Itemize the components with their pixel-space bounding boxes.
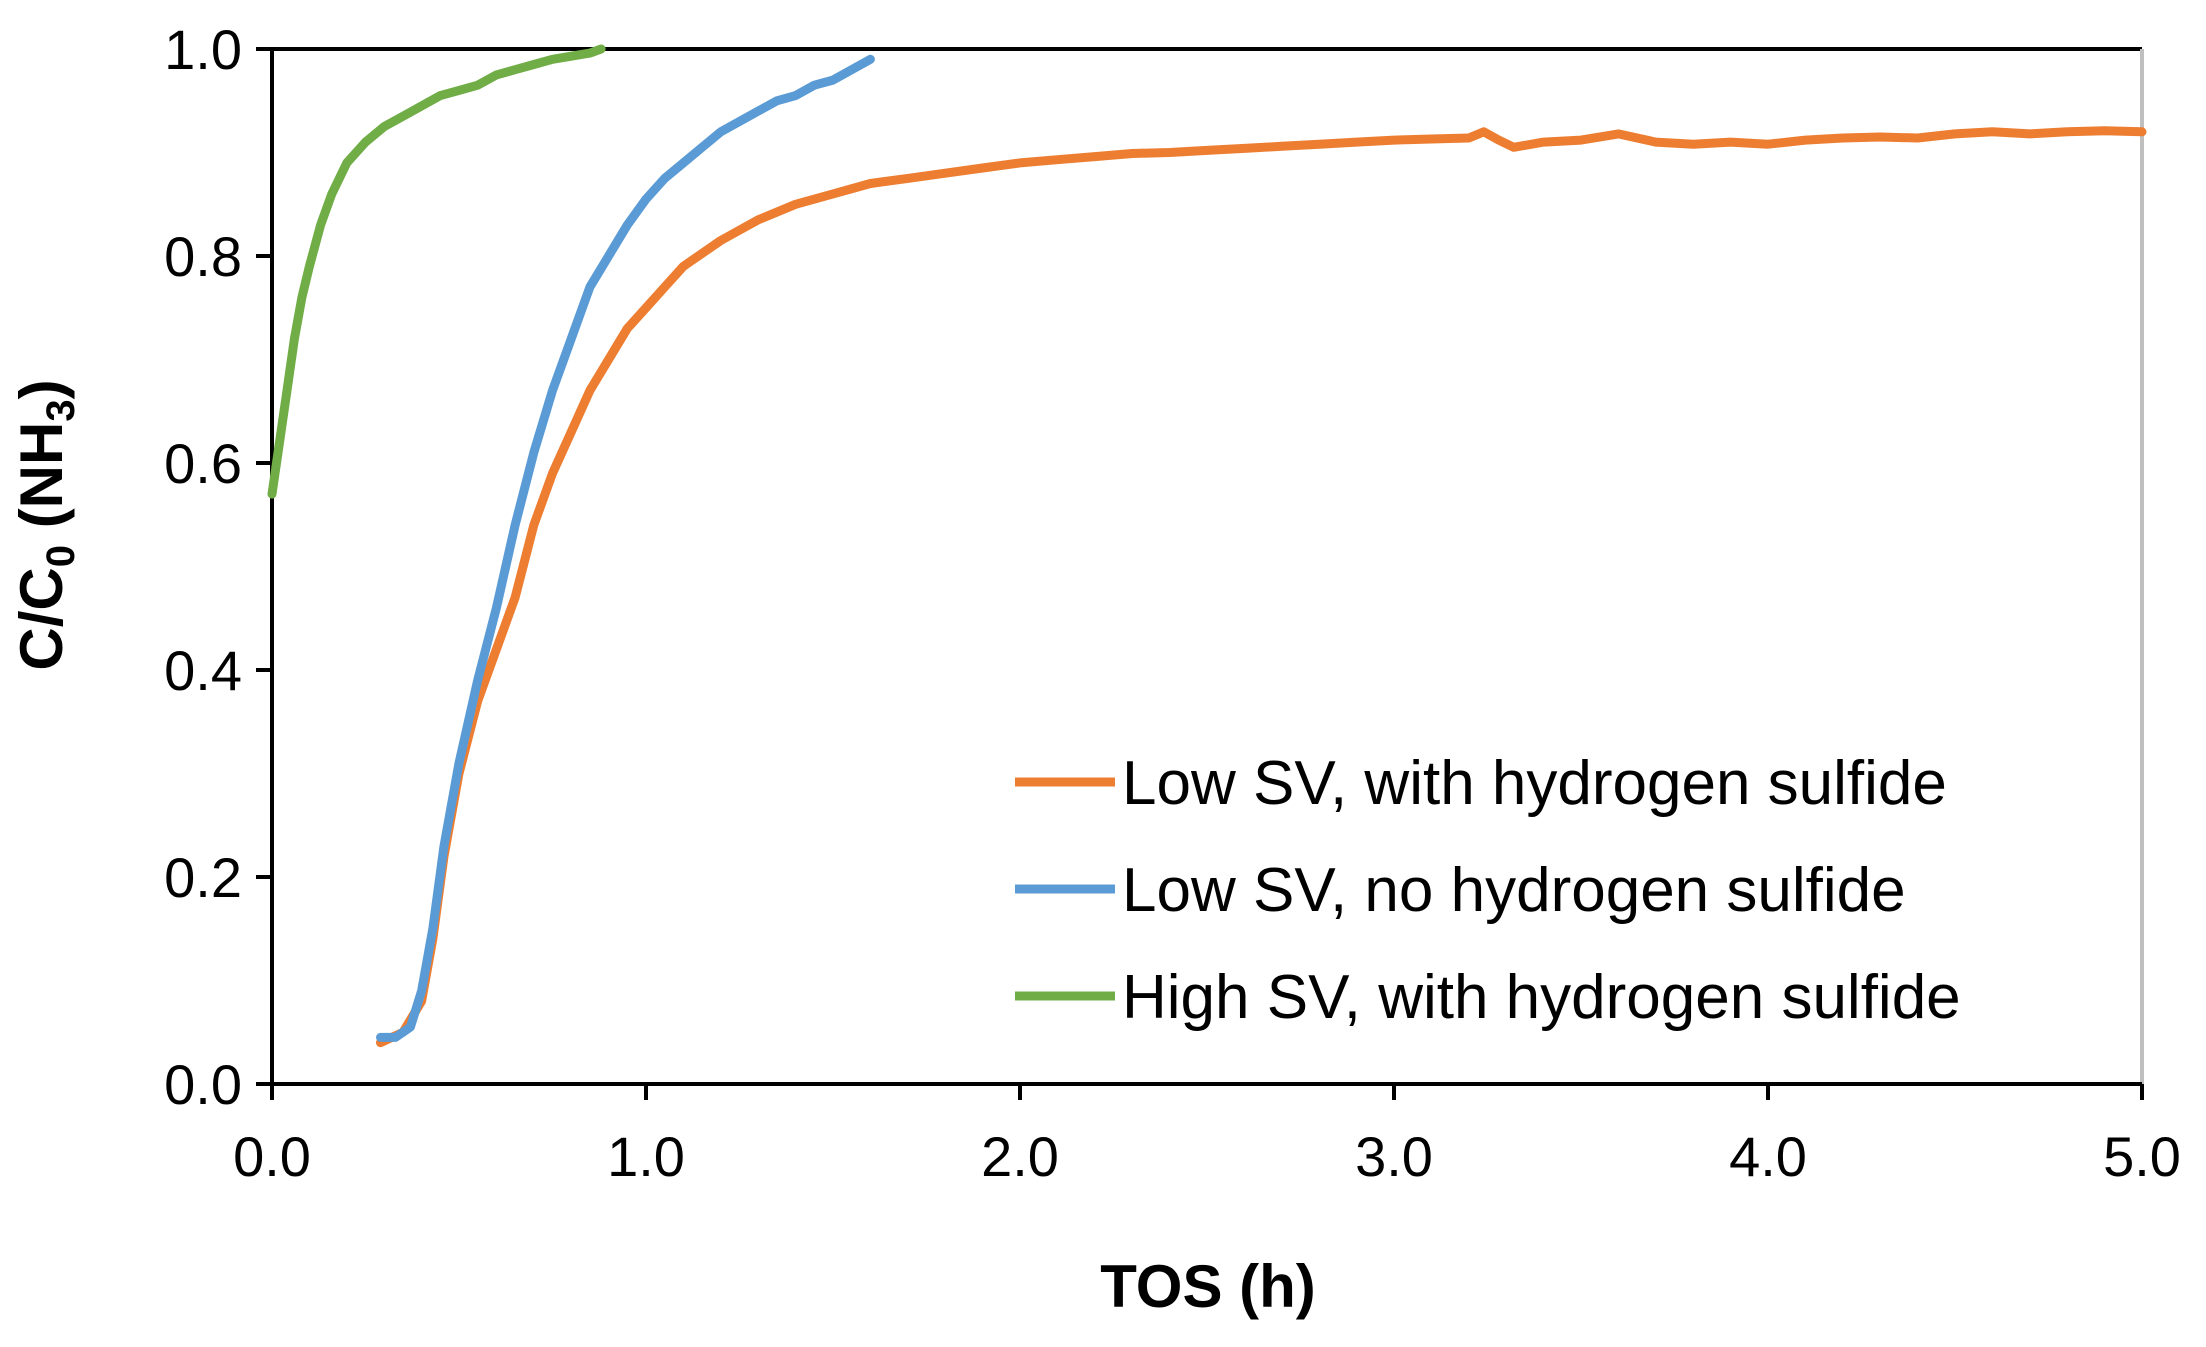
plot-frame	[270, 47, 2144, 1086]
y-axis-title-base-subscript: 0	[39, 545, 83, 567]
legend-label: High SV, with hydrogen sulfide	[1122, 963, 1961, 1032]
legend: Low SV, with hydrogen sulfide Low SV, no …	[1015, 749, 1961, 1032]
y-tick-label: 0.8	[164, 225, 242, 288]
legend-label: Low SV, no hydrogen sulfide	[1122, 856, 1906, 925]
series-layer	[267, 44, 2147, 1048]
y-axis-title: C/C0 (NH3)	[8, 379, 83, 670]
series-line-low-sv-no-hydrogen-sulfide	[376, 54, 875, 1042]
series-line-high-sv-with-hydrogen-sulfide	[267, 44, 606, 499]
y-tick-label: 1.0	[164, 18, 242, 81]
y-axis-title-base: C/C	[8, 567, 75, 670]
y-tick-label: 0.4	[164, 639, 242, 702]
legend-label: Low SV, with hydrogen sulfide	[1122, 749, 1947, 818]
x-tick-label: 3.0	[1355, 1125, 1433, 1188]
x-tick-label: 2.0	[981, 1125, 1059, 1188]
x-tick-label: 1.0	[607, 1125, 685, 1188]
y-tick-label: 0.0	[164, 1053, 242, 1116]
y-axis-title-species: (NH	[8, 422, 75, 545]
y-axis-title-species-subscript: 3	[39, 399, 83, 421]
y-tick-label: 0.2	[164, 846, 242, 909]
x-axis: 0.0 1.0 2.0 3.0 4.0 5.0	[233, 1084, 2181, 1188]
x-axis-title: TOS (h)	[1100, 1253, 1316, 1320]
x-tick-label: 4.0	[1729, 1125, 1807, 1188]
x-tick-label: 0.0	[233, 1125, 311, 1188]
y-axis: 0.0 0.2 0.4 0.6 0.8 1.0	[164, 18, 272, 1116]
series-line-low-sv-with-hydrogen-sulfide	[376, 126, 2147, 1048]
x-tick-label: 5.0	[2103, 1125, 2181, 1188]
y-axis-title-species-close: )	[8, 379, 75, 399]
y-tick-label: 0.6	[164, 432, 242, 495]
